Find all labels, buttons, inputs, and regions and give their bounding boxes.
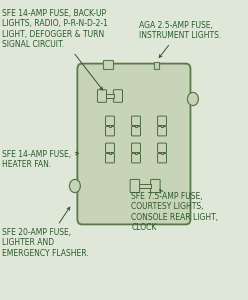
Text: AGA 2.5-AMP FUSE,
INSTRUMENT LIGHTS.: AGA 2.5-AMP FUSE, INSTRUMENT LIGHTS. xyxy=(139,21,221,58)
FancyBboxPatch shape xyxy=(97,90,106,102)
FancyBboxPatch shape xyxy=(157,154,166,163)
Circle shape xyxy=(187,92,198,106)
FancyBboxPatch shape xyxy=(130,179,140,193)
FancyBboxPatch shape xyxy=(131,126,140,136)
FancyBboxPatch shape xyxy=(105,126,114,136)
FancyBboxPatch shape xyxy=(103,60,113,69)
FancyBboxPatch shape xyxy=(105,154,114,163)
FancyBboxPatch shape xyxy=(131,154,140,163)
FancyBboxPatch shape xyxy=(105,143,114,152)
FancyBboxPatch shape xyxy=(135,152,137,154)
FancyBboxPatch shape xyxy=(161,152,163,154)
FancyBboxPatch shape xyxy=(135,124,137,127)
Circle shape xyxy=(69,179,80,193)
FancyBboxPatch shape xyxy=(105,116,114,125)
Text: SFE 14-AMP FUSE,
HEATER FAN.: SFE 14-AMP FUSE, HEATER FAN. xyxy=(2,150,78,170)
FancyBboxPatch shape xyxy=(77,64,190,224)
Text: SFE 14-AMP FUSE, BACK-UP
LIGHTS, RADIO, P-R-N-D-2-1
LIGHT, DEFOGGER & TURN
SIGNA: SFE 14-AMP FUSE, BACK-UP LIGHTS, RADIO, … xyxy=(2,9,108,90)
FancyBboxPatch shape xyxy=(157,116,166,125)
FancyBboxPatch shape xyxy=(113,90,123,102)
FancyBboxPatch shape xyxy=(157,126,166,136)
FancyBboxPatch shape xyxy=(139,184,151,188)
FancyBboxPatch shape xyxy=(157,143,166,152)
FancyBboxPatch shape xyxy=(154,62,159,69)
FancyBboxPatch shape xyxy=(161,124,163,127)
Text: SFE 20-AMP FUSE,
LIGHTER AND
EMERGENCY FLASHER.: SFE 20-AMP FUSE, LIGHTER AND EMERGENCY F… xyxy=(2,207,89,258)
FancyBboxPatch shape xyxy=(131,143,140,152)
FancyBboxPatch shape xyxy=(131,116,140,125)
FancyBboxPatch shape xyxy=(109,124,111,127)
FancyBboxPatch shape xyxy=(109,152,111,154)
FancyBboxPatch shape xyxy=(151,179,160,193)
Text: SFE 7.5-AMP FUSE,
COURTESY LIGHTS,
CONSOLE REAR LIGHT,
CLOCK: SFE 7.5-AMP FUSE, COURTESY LIGHTS, CONSO… xyxy=(131,189,218,232)
FancyBboxPatch shape xyxy=(106,94,114,98)
